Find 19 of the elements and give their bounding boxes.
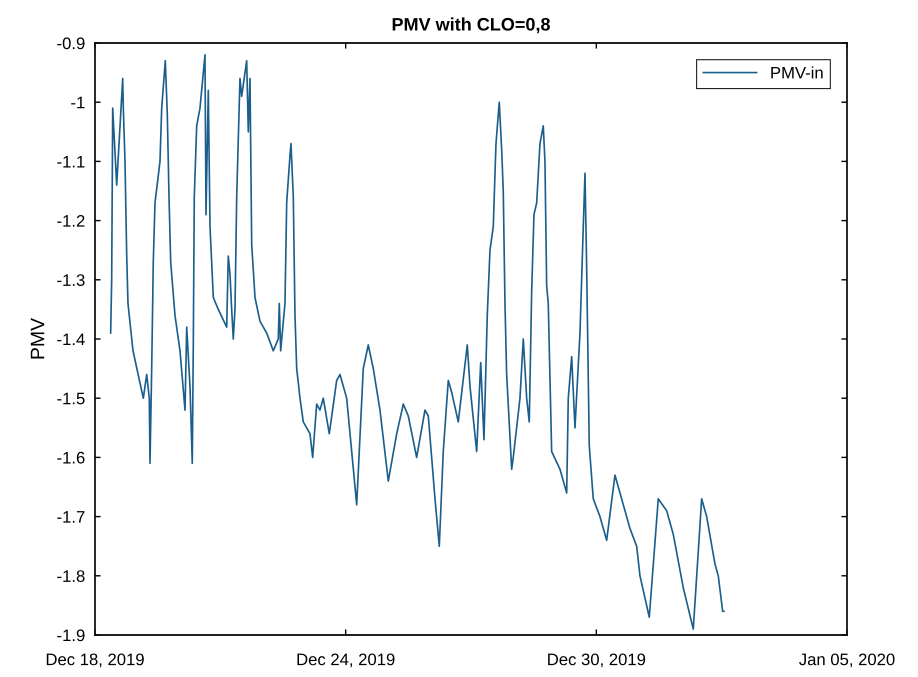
chart-title: PMV with CLO=0,8: [392, 17, 550, 34]
y-tick-label: -1.4: [57, 334, 85, 346]
y-tick-label: -0.9: [57, 37, 84, 50]
line-series: [110, 54, 725, 630]
x-tick-label: Dec 30, 2019: [548, 653, 646, 668]
y-tick-label: -1: [71, 96, 84, 108]
x-tick-label: Jan 05, 2020: [799, 653, 895, 668]
y-tick-label: -1.6: [57, 452, 85, 464]
y-tick-label: -1.7: [57, 511, 84, 523]
y-tick-label: -1.9: [57, 629, 84, 642]
legend-label: PMV-in: [771, 66, 823, 78]
y-tick-label: -1.2: [57, 215, 84, 227]
y-tick-label: -1.5: [57, 392, 85, 404]
y-tick-label: -1.8: [57, 570, 85, 582]
y-axis-title: PMV: [30, 318, 44, 358]
x-tick-label: Dec 24, 2019: [297, 653, 394, 668]
y-tick-label: -1.3: [57, 274, 85, 286]
y-tick-label: -1.1: [57, 156, 84, 168]
x-tick-label: Dec 18, 2019: [46, 653, 144, 668]
